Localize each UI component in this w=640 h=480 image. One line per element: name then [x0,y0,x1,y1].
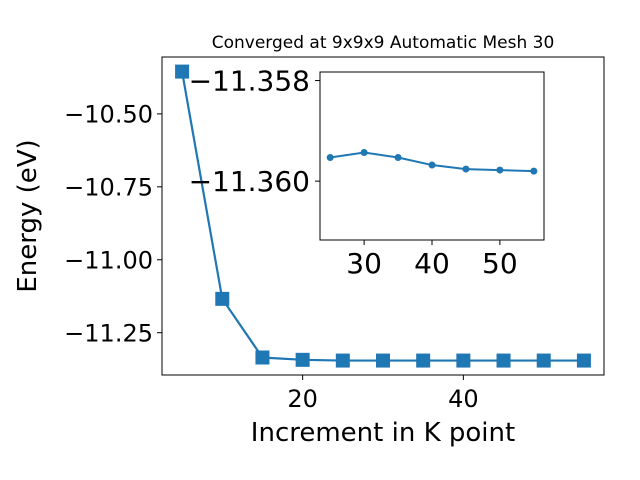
main-x-tick-label: 20 [287,385,318,413]
main-y-tick-label: −11.25 [64,319,153,347]
inset-chart: 30 40 50 −11.360 −11.358 [189,65,545,280]
inset-x-tick-label: 50 [482,247,518,280]
main-data-point [496,353,511,368]
chart-title: Converged at 9x9x9 Automatic Mesh 30 [212,33,555,53]
y-axis-label: Energy (eV) [13,139,43,292]
main-plot-frame [161,56,605,376]
main-y-tick-label: −11.00 [64,246,153,274]
main-data-point [376,353,390,368]
inset-x-tick-label: 30 [346,247,382,280]
main-data-point [215,291,230,306]
main-data-point [416,353,431,368]
main-data-point [295,352,310,367]
inset-data-point [326,154,334,162]
inset-data-point [462,165,470,173]
main-data-point [255,350,270,365]
inset-data-point [530,167,538,175]
main-x-ticks: 20 40 [287,375,479,413]
inset-data-point [496,166,504,174]
main-chart: Converged at 9x9x9 Automatic Mesh 30 20 4… [13,33,605,448]
inset-background [320,72,544,240]
main-y-tick-label: −10.75 [64,173,153,201]
inset-y-tick-label: −11.358 [189,65,310,98]
main-y-tick-label: −10.50 [64,101,153,129]
main-data-point [456,353,471,368]
inset-data-point [360,148,368,156]
x-axis-label: Increment in K point [251,418,515,448]
main-data-point [175,64,190,79]
inset-y-tick-label: −11.360 [189,165,310,198]
inset-data-point [394,154,402,162]
inset-data-point [428,161,436,169]
main-x-tick-label: 40 [448,385,479,413]
main-data-point [576,353,591,368]
main-series-markers [175,64,591,368]
inset-series-markers [326,148,538,175]
main-data-point [335,353,350,368]
main-y-ticks: −11.25 −11.00 −10.75 −10.50 [64,101,162,347]
main-data-point [536,353,551,368]
inset-y-ticks: −11.360 −11.358 [189,65,320,198]
inset-x-tick-label: 40 [414,247,450,280]
inset-x-ticks: 30 40 50 [346,240,518,280]
